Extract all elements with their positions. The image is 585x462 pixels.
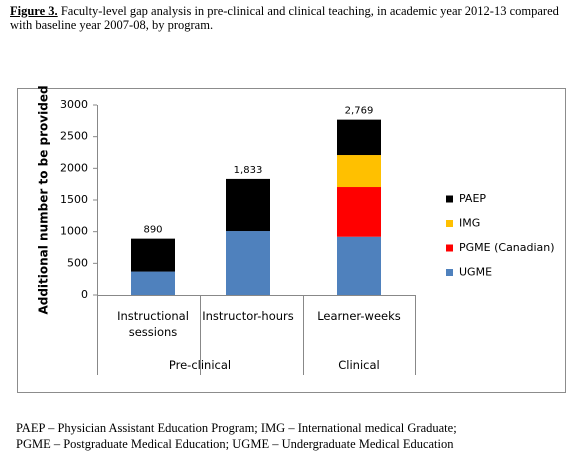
caption-label: Figure 3. (10, 4, 58, 18)
bar-segment (226, 178, 270, 232)
x-tick-label: Instructional sessions (117, 309, 189, 339)
x-tick-label: Instructor-hours (202, 309, 294, 323)
legend-swatch (446, 269, 453, 276)
legend-swatch (446, 220, 453, 227)
bar-segment (131, 238, 175, 272)
y-tick-label: 0 (81, 288, 88, 301)
bar-segment (226, 231, 270, 295)
bar-segment (337, 236, 381, 295)
x-tick-label: Learner-weeks (317, 309, 401, 323)
legend-label: PGME (Canadian) (459, 241, 555, 254)
bar-segment (337, 155, 381, 188)
legend-swatch (446, 244, 453, 252)
bar-segment (131, 271, 175, 295)
footnote-line: PAEP – Physician Assistant Education Pro… (16, 421, 457, 435)
y-tick-label: 2500 (60, 130, 88, 143)
y-tick-label: 1000 (60, 225, 88, 238)
legend-swatch (446, 195, 453, 203)
legend-label: PAEP (459, 192, 486, 205)
legend-label: UGME (459, 266, 492, 279)
footnote-line: PGME – Postgraduate Medical Education; U… (16, 437, 454, 451)
caption-text: Faculty-level gap analysis in pre-clinic… (10, 4, 559, 32)
total-label: 2,769 (345, 106, 374, 117)
total-label: 890 (143, 225, 162, 236)
bar-segment (337, 119, 381, 156)
caption: Figure 3. Faculty-level gap analysis in … (10, 4, 570, 32)
y-tick-label: 3000 (60, 98, 88, 111)
y-tick-label: 1500 (60, 193, 88, 206)
legend-label: IMG (459, 217, 480, 230)
group-label: Pre-clinical (168, 358, 232, 372)
group-label: Clinical (338, 358, 380, 372)
chart-frame (17, 88, 566, 393)
y-tick-label: 500 (67, 256, 88, 269)
y-tick-label: 2000 (60, 161, 88, 174)
total-label: 1,833 (234, 165, 263, 176)
bar-segment (337, 187, 381, 237)
y-axis-title: Additional number to be provided (37, 85, 51, 314)
